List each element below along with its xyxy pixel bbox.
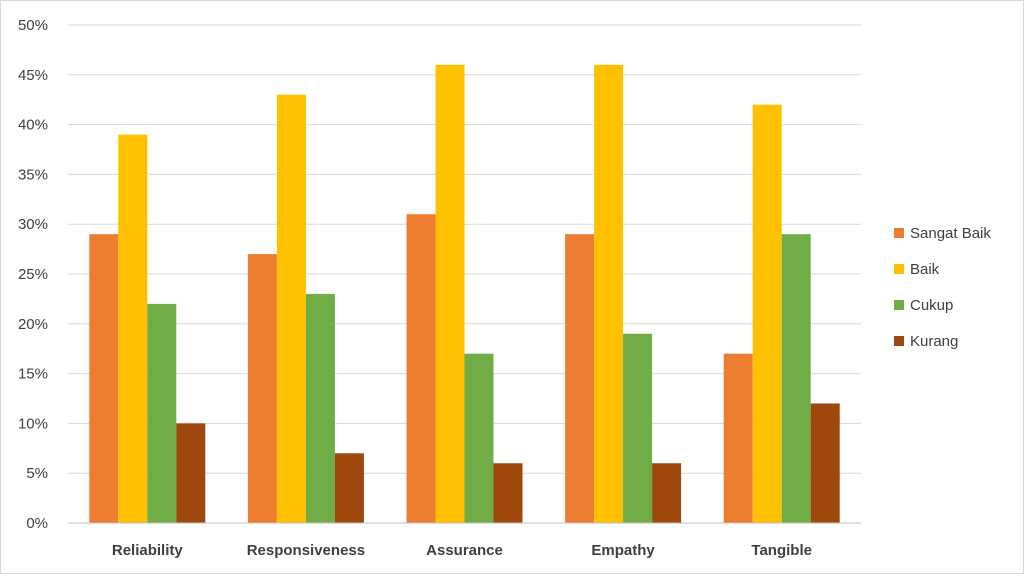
legend-swatch <box>894 300 904 310</box>
bar-baik-responsiveness <box>276 94 306 523</box>
legend-label: Kurang <box>910 333 958 350</box>
x-tick-label: Reliability <box>112 542 184 559</box>
bar-sangat-baik-tangible <box>723 353 753 523</box>
legend: Sangat Baik Baik Cukup Kurang <box>894 225 991 350</box>
y-tick-label: 10% <box>18 415 48 432</box>
legend-label: Cukup <box>910 297 953 314</box>
legend-swatch <box>894 336 904 346</box>
bar-sangat-baik-assurance <box>406 214 436 524</box>
y-tick-label: 50% <box>18 17 48 34</box>
y-tick-label: 25% <box>18 266 48 283</box>
bar-sangat-baik-responsiveness <box>247 254 277 523</box>
y-tick-label: 15% <box>18 366 48 383</box>
legend-label: Sangat Baik <box>910 225 991 242</box>
bar-kurang-tangible <box>810 403 840 523</box>
bar-baik-reliability <box>118 134 148 523</box>
bar-cukup-tangible <box>781 234 811 523</box>
bar-cukup-reliability <box>147 303 177 523</box>
legend-label: Baik <box>910 261 940 278</box>
x-tick-label: Responsiveness <box>247 542 365 559</box>
bar-cukup-responsiveness <box>305 293 335 523</box>
y-tick-label: 45% <box>18 67 48 84</box>
x-tick-label: Tangible <box>751 542 812 559</box>
bar-kurang-assurance <box>493 463 523 523</box>
legend-swatch <box>894 228 904 238</box>
legend-swatch <box>894 264 904 274</box>
bar-cukup-assurance <box>464 353 494 523</box>
y-tick-label: 35% <box>18 166 48 183</box>
bar-baik-assurance <box>435 64 465 523</box>
y-tick-label: 40% <box>18 117 48 134</box>
bar-sangat-baik-reliability <box>89 234 119 523</box>
x-tick-label: Assurance <box>426 542 503 559</box>
axes: 0% 5% 10% 15% 20% 25% 30% 35% 40% 45% 50% Reliabili… <box>18 17 861 559</box>
bar-baik-empathy <box>594 64 624 523</box>
y-tick-label: 30% <box>18 216 48 233</box>
x-tick-label: Empathy <box>591 542 655 559</box>
bar-kurang-reliability <box>176 423 206 523</box>
y-tick-label: 0% <box>26 515 48 532</box>
bars <box>89 64 840 524</box>
bar-kurang-empathy <box>652 463 682 523</box>
bar-cukup-empathy <box>623 333 653 523</box>
bar-sangat-baik-empathy <box>565 234 595 523</box>
y-tick-label: 5% <box>26 465 48 482</box>
bar-baik-tangible <box>752 104 782 524</box>
bar-kurang-responsiveness <box>334 453 364 523</box>
y-tick-label: 20% <box>18 316 48 333</box>
